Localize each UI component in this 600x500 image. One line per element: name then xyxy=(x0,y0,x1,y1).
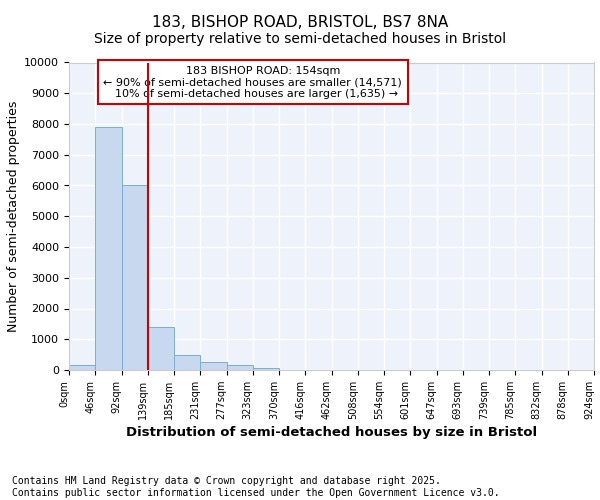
Bar xyxy=(174,354,200,370)
Text: 183, BISHOP ROAD, BRISTOL, BS7 8NA: 183, BISHOP ROAD, BRISTOL, BS7 8NA xyxy=(152,15,448,30)
Bar xyxy=(227,366,253,370)
Bar xyxy=(148,327,174,370)
Bar xyxy=(95,127,121,370)
Bar xyxy=(200,362,227,370)
Bar xyxy=(69,366,95,370)
Bar xyxy=(121,186,148,370)
Text: 183 BISHOP ROAD: 154sqm
← 90% of semi-detached houses are smaller (14,571)
  10%: 183 BISHOP ROAD: 154sqm ← 90% of semi-de… xyxy=(103,66,402,99)
Text: Contains HM Land Registry data © Crown copyright and database right 2025.
Contai: Contains HM Land Registry data © Crown c… xyxy=(12,476,500,498)
Text: Size of property relative to semi-detached houses in Bristol: Size of property relative to semi-detach… xyxy=(94,32,506,46)
Bar xyxy=(253,368,279,370)
X-axis label: Distribution of semi-detached houses by size in Bristol: Distribution of semi-detached houses by … xyxy=(126,426,537,439)
Y-axis label: Number of semi-detached properties: Number of semi-detached properties xyxy=(7,100,20,332)
